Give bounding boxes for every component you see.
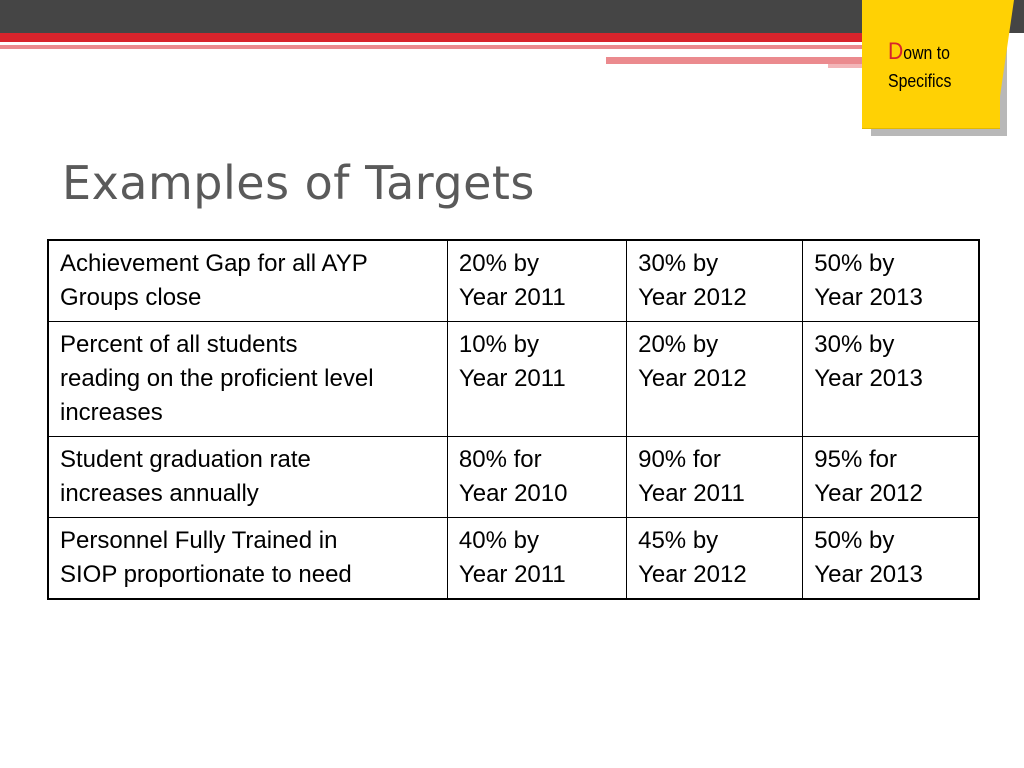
goal-line: increases: [60, 399, 163, 426]
target-percent: 10% by: [458, 331, 539, 358]
targets-table: Achievement Gap for all AYP Groups close 2…: [47, 239, 980, 600]
target-year: Year 2011: [458, 284, 566, 311]
sticky-note-fold: [998, 0, 1014, 110]
sticky-note-line1: own to: [903, 43, 950, 63]
target-year: Year 2013: [814, 561, 923, 588]
target-year: Year 2013: [814, 365, 923, 392]
target-cell: 95% for Year 2012: [802, 436, 980, 518]
target-cell: 20% by Year 2012: [626, 321, 804, 437]
goal-line: Achievement Gap for all AYP: [60, 250, 368, 277]
header-pink-stripe: [0, 45, 870, 49]
goal-line: reading on the proficient level: [60, 365, 374, 392]
table-row: Student graduation rate increases annuall…: [47, 436, 980, 518]
target-percent: 30% by: [814, 331, 895, 358]
sticky-note-initial: D: [888, 38, 904, 65]
target-year: Year 2012: [638, 365, 747, 392]
target-year: Year 2012: [638, 561, 747, 588]
target-cell: 50% by Year 2013: [802, 239, 980, 322]
target-cell: 40% by Year 2011: [446, 517, 628, 600]
target-cell: 30% by Year 2013: [802, 321, 980, 437]
target-cell: 80% for Year 2010: [446, 436, 628, 518]
target-percent: 95% for: [814, 446, 898, 473]
table-row: Personnel Fully Trained in SIOP proportio…: [47, 517, 980, 600]
table-row: Achievement Gap for all AYP Groups close 2…: [47, 239, 980, 322]
goal-cell: Achievement Gap for all AYP Groups close: [47, 239, 448, 322]
target-percent: 45% by: [638, 527, 719, 554]
target-year: Year 2011: [458, 561, 566, 588]
goal-cell: Student graduation rate increases annuall…: [47, 436, 448, 518]
target-year: Year 2012: [814, 480, 923, 507]
header-bar: [0, 0, 1024, 33]
goal-cell: Percent of all students reading on the pr…: [47, 321, 448, 437]
target-year: Year 2011: [638, 480, 745, 507]
target-year: Year 2011: [458, 365, 566, 392]
target-percent: 80% for: [458, 446, 542, 473]
target-percent: 50% by: [814, 250, 895, 277]
target-percent: 50% by: [814, 527, 895, 554]
sticky-note-text: Down to Specifics: [888, 38, 983, 95]
goal-line: Student graduation rate: [60, 446, 311, 473]
sticky-note: [862, 0, 1000, 129]
target-year: Year 2013: [814, 284, 923, 311]
goal-line: increases annually: [60, 480, 259, 507]
slide-title: Examples of Targets: [62, 156, 535, 210]
target-cell: 90% for Year 2011: [626, 436, 804, 518]
goal-line: Personnel Fully Trained in: [60, 527, 338, 554]
goal-line: Groups close: [60, 284, 202, 311]
target-cell: 30% by Year 2012: [626, 239, 804, 322]
target-cell: 10% by Year 2011: [446, 321, 628, 437]
header-pink-stripe-tip: [828, 64, 870, 68]
target-cell: 45% by Year 2012: [626, 517, 804, 600]
target-year: Year 2012: [638, 284, 747, 311]
sticky-note-line2: Specifics: [888, 71, 952, 91]
target-percent: 40% by: [458, 527, 539, 554]
target-percent: 20% by: [638, 331, 719, 358]
goal-cell: Personnel Fully Trained in SIOP proportio…: [47, 517, 448, 600]
target-percent: 30% by: [638, 250, 719, 277]
target-cell: 50% by Year 2013: [802, 517, 980, 600]
header-red-stripe: [0, 33, 870, 42]
header-pink-stripe-short: [606, 57, 870, 64]
target-percent: 20% by: [458, 250, 539, 277]
target-percent: 90% for: [638, 446, 721, 473]
goal-line: Percent of all students: [60, 331, 298, 358]
table-row: Percent of all students reading on the pr…: [47, 321, 980, 437]
target-year: Year 2010: [458, 480, 568, 507]
goal-line: SIOP proportionate to need: [60, 561, 352, 588]
target-cell: 20% by Year 2011: [446, 239, 628, 322]
